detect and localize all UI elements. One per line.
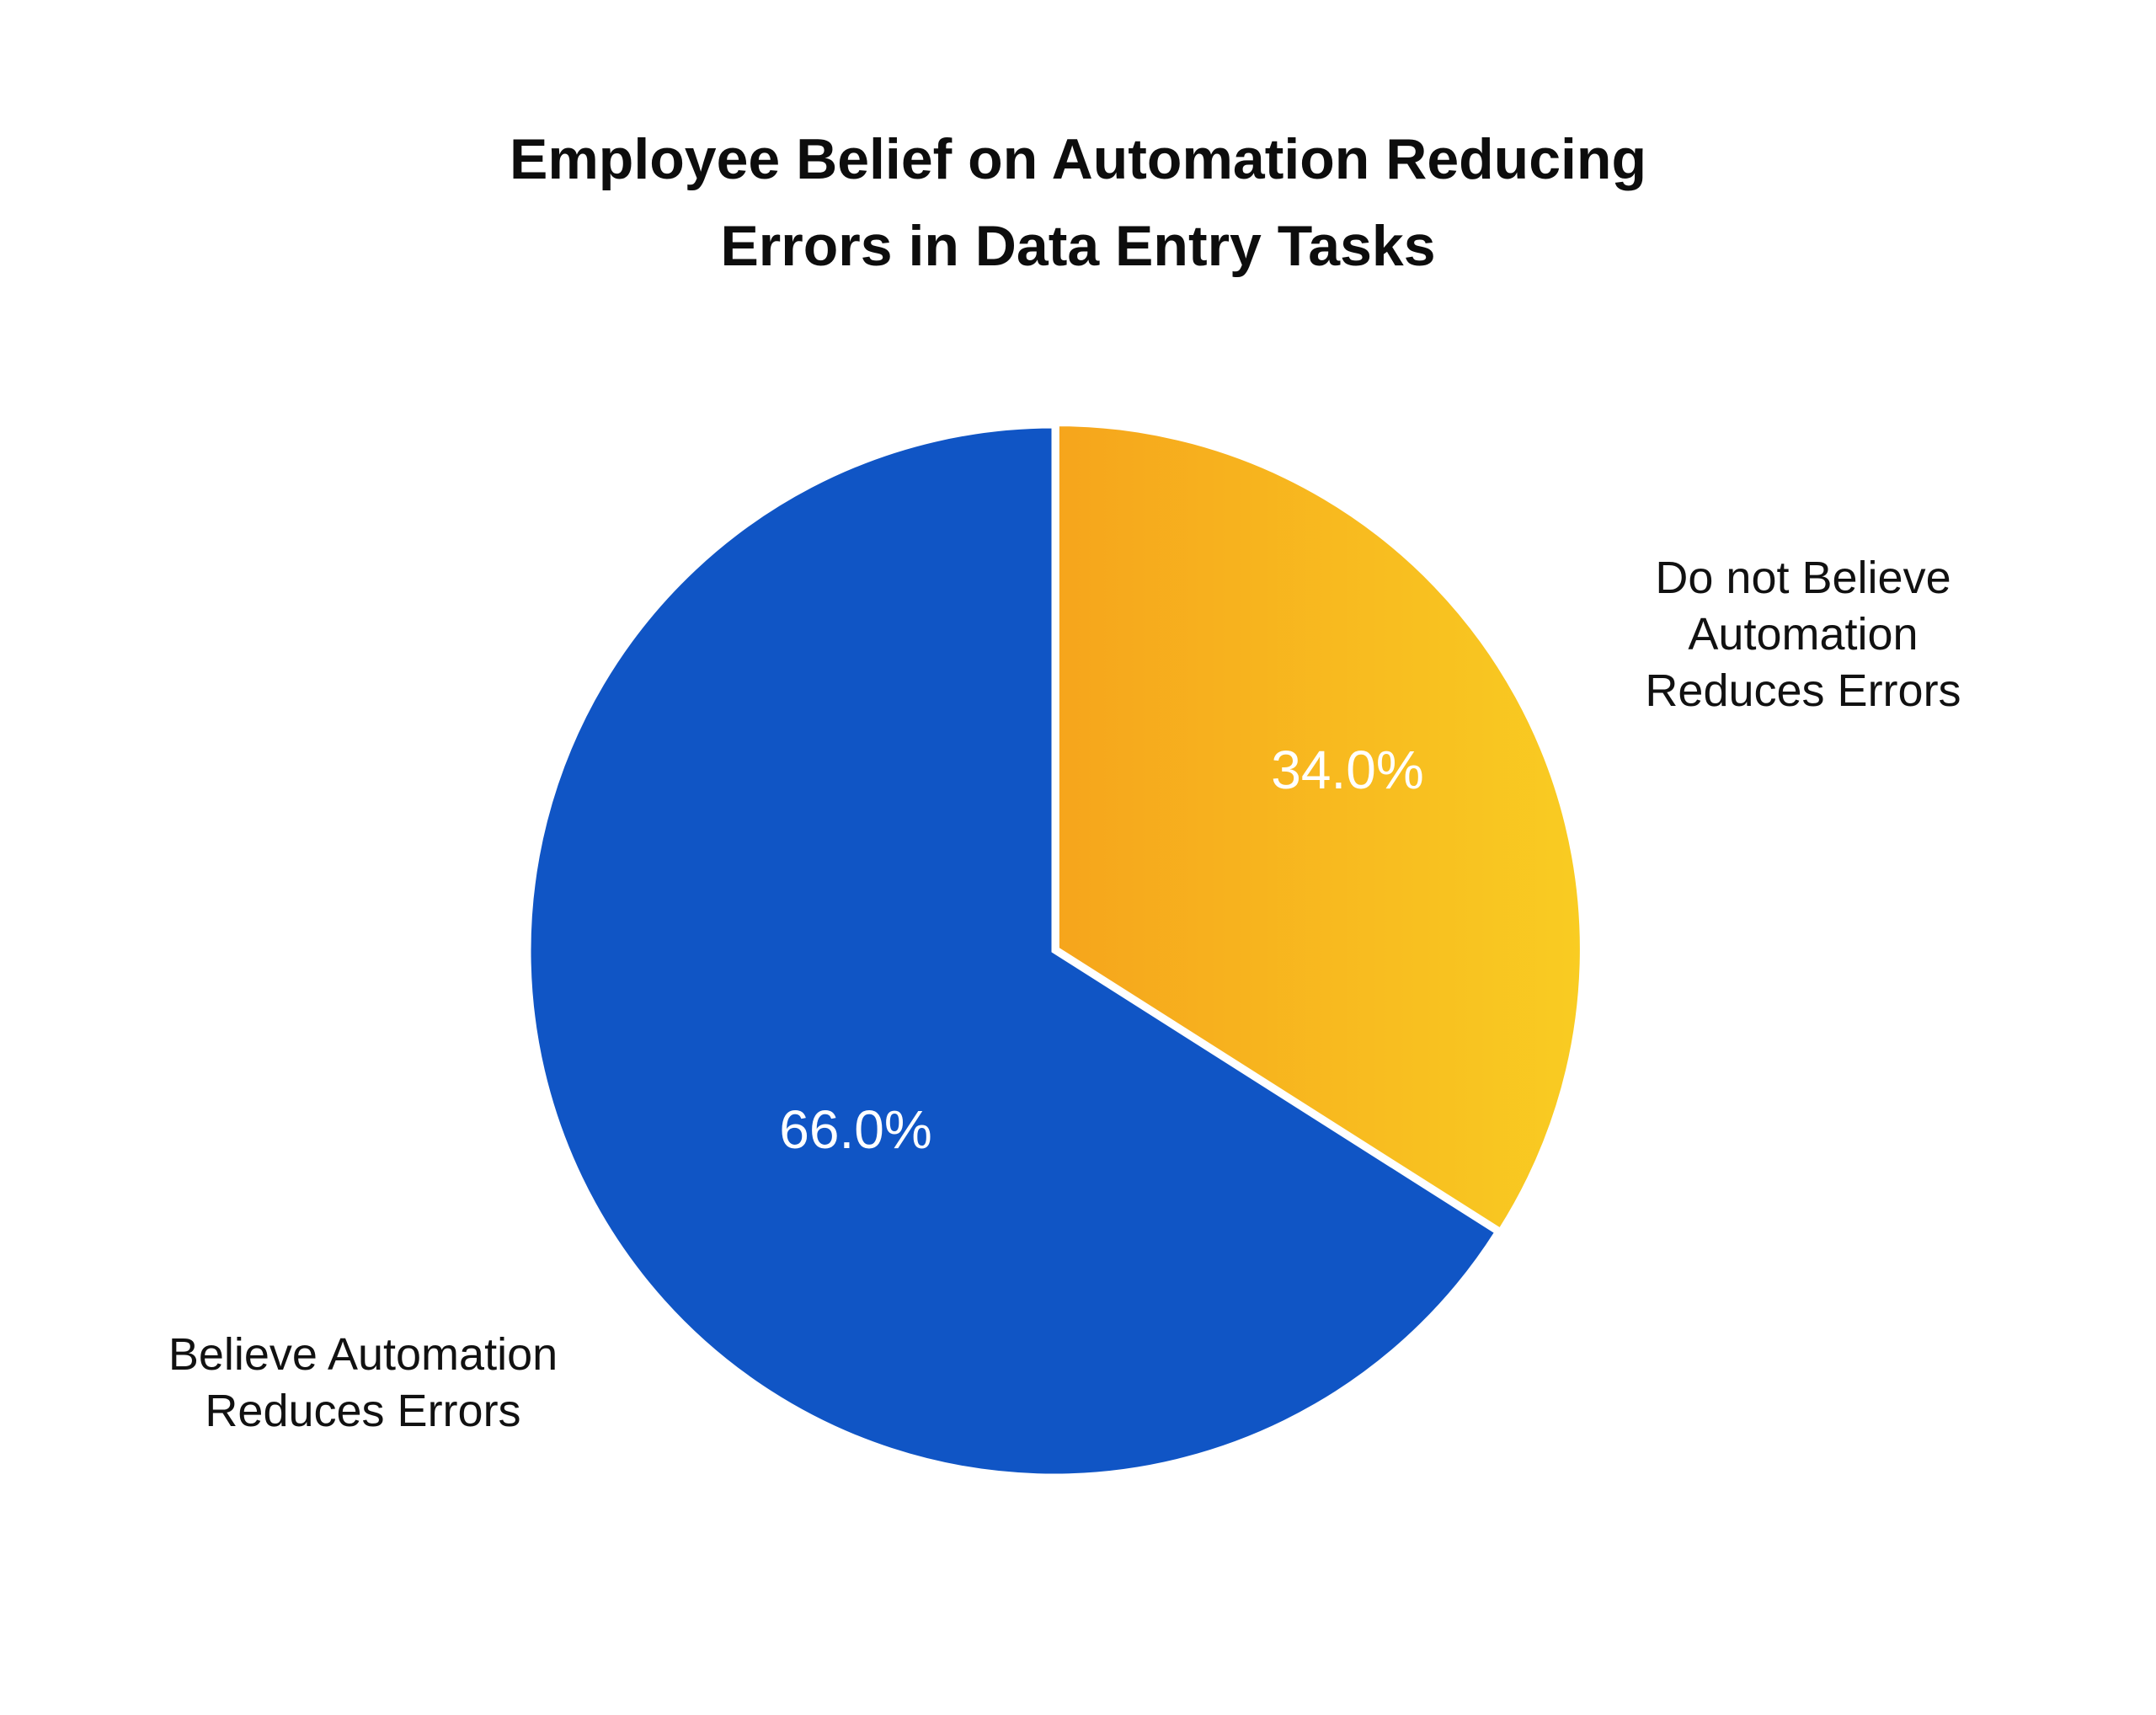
legend-label-do-not-believe-line-2: Automation: [1688, 609, 1918, 660]
legend-label-believe-line-2: Reduces Errors: [205, 1386, 520, 1436]
slice-label-believe: 66.0%: [779, 1099, 931, 1160]
legend-label-do-not-believe-line-1: Do not Believe: [1655, 553, 1951, 603]
legend-label-do-not-believe-line-3: Reduces Errors: [1645, 665, 1961, 716]
slice-label-do-not-believe: 34.0%: [1271, 740, 1423, 800]
chart-title-line-2: Errors in Data Entry Tasks: [720, 214, 1435, 278]
chart-title-line-1: Employee Belief on Automation Reducing: [510, 127, 1646, 191]
legend-label-believe-line-1: Believe Automation: [168, 1329, 558, 1380]
pie-slice-do-not-believe: [1054, 422, 1584, 1233]
pie-slice-believe: [526, 424, 1500, 1478]
